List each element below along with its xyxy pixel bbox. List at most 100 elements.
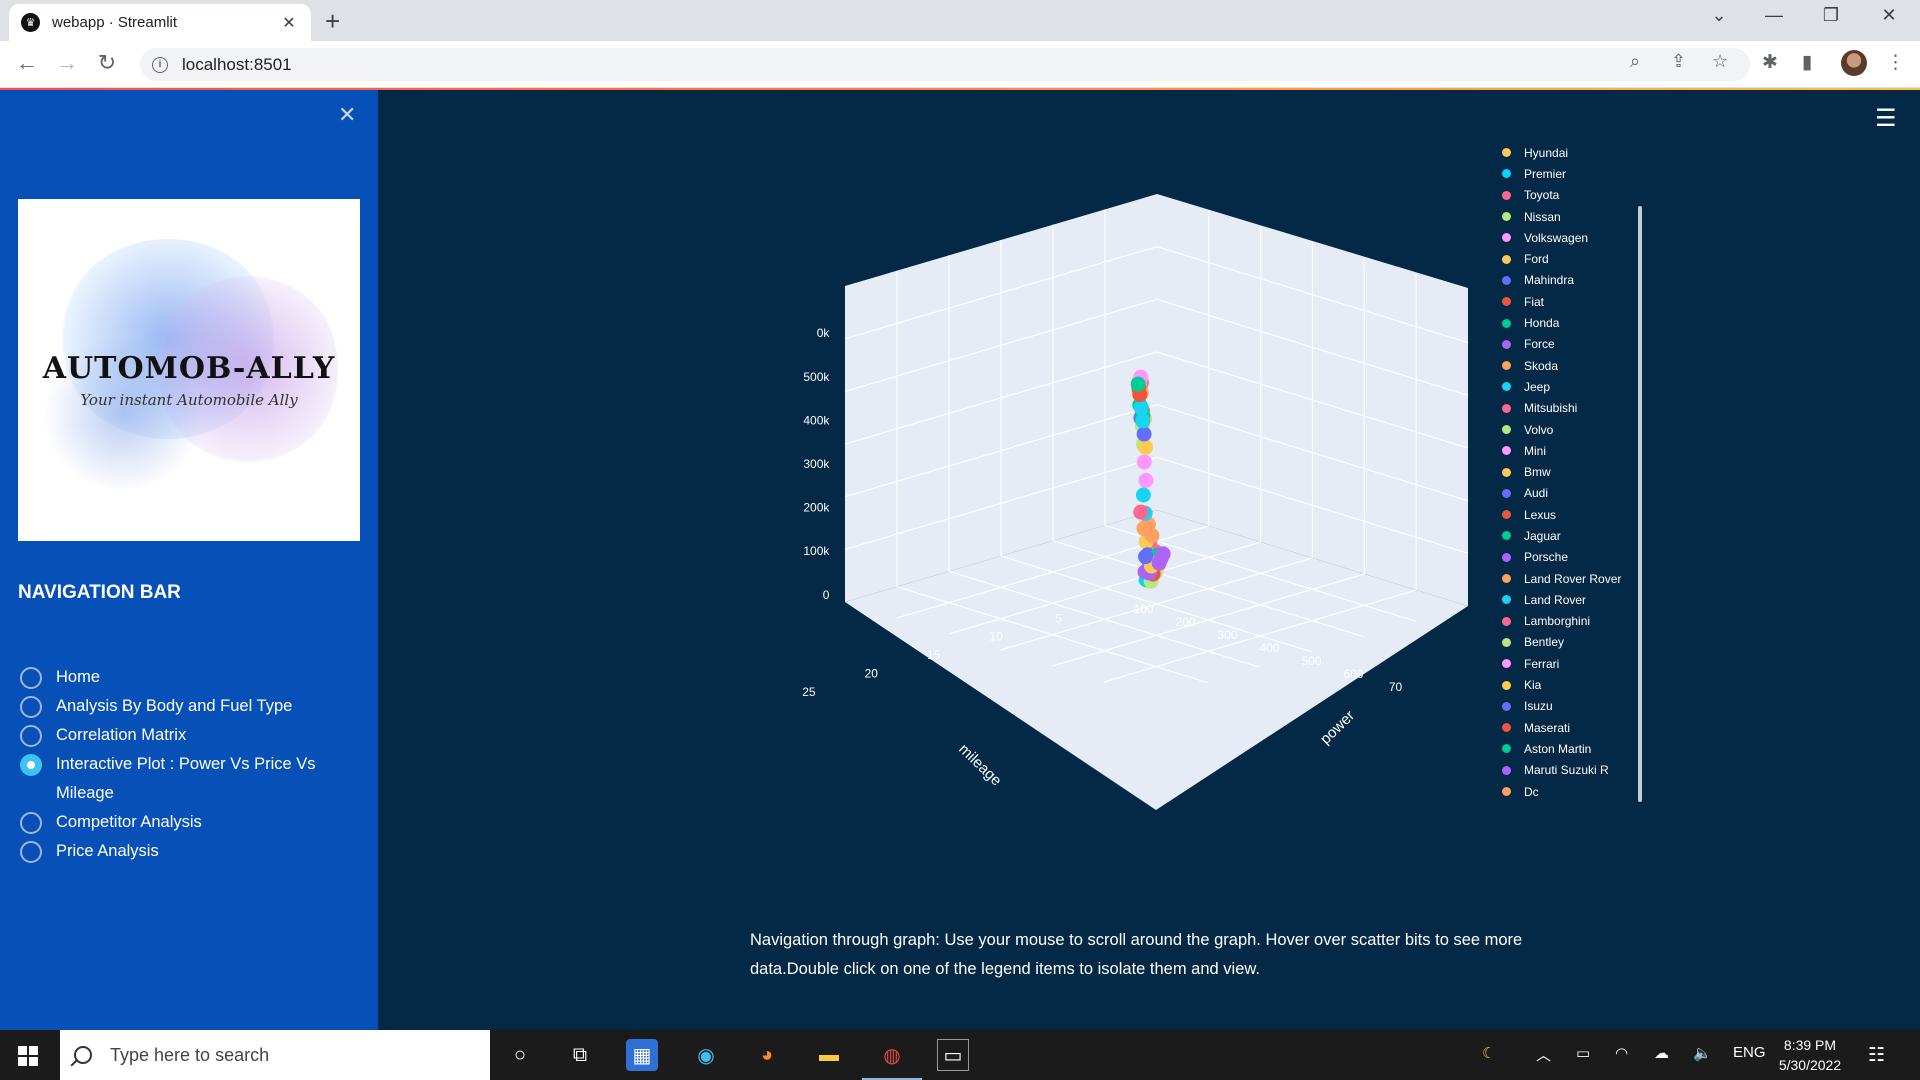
radio-button[interactable] (20, 696, 42, 718)
address-bar[interactable]: i localhost:8501 (140, 48, 1750, 81)
legend-item[interactable]: Maserati (1502, 717, 1652, 738)
scatter-point[interactable] (1135, 487, 1151, 503)
legend-item[interactable]: Nissan (1502, 206, 1652, 227)
plot-legend[interactable]: Hyundai Premier Toyota Nissan Volkswagen Ford… (1502, 142, 1652, 802)
scatter-point[interactable] (1138, 472, 1154, 488)
nav-item-correlation-matrix[interactable]: Correlation Matrix (20, 721, 340, 750)
back-button[interactable]: ← (16, 50, 38, 75)
nav-item-price-analysis[interactable]: Price Analysis (20, 837, 340, 866)
legend-item[interactable]: Land Rover (1502, 589, 1652, 610)
browser-tab[interactable]: ♛ webapp · Streamlit ✕ (9, 4, 311, 41)
legend-item[interactable]: Bmw (1502, 461, 1652, 482)
legend-item[interactable]: Ferrari (1502, 653, 1652, 674)
legend-item[interactable]: Volkswagen (1502, 227, 1652, 248)
legend-item[interactable]: Maruti Suzuki R (1502, 760, 1652, 781)
radio-button-selected[interactable] (20, 754, 42, 776)
legend-item[interactable]: Skoda (1502, 355, 1652, 376)
legend-item[interactable]: Lexus (1502, 504, 1652, 525)
scatter-point[interactable] (1155, 546, 1171, 562)
url-text[interactable]: localhost:8501 (182, 54, 292, 74)
bookmark-star-icon[interactable]: ☆ (1712, 51, 1729, 71)
legend-item[interactable]: Force (1502, 334, 1652, 355)
legend-item[interactable]: Mahindra (1502, 270, 1652, 291)
legend-item[interactable]: Volvo (1502, 419, 1652, 440)
legend-item[interactable]: Hyundai (1502, 142, 1652, 163)
tab-search-chevron-icon[interactable]: ⌄ (1711, 5, 1727, 25)
weather-moon-icon[interactable]: ☾ (1482, 1045, 1496, 1062)
scatter-point[interactable] (1136, 426, 1152, 442)
volume-icon[interactable]: 🔈 (1693, 1045, 1712, 1062)
taskbar-clock[interactable]: 8:39 PM 5/30/2022 (1770, 1035, 1850, 1075)
scatter-point[interactable] (1136, 520, 1152, 536)
legend-item[interactable]: Aston Martin (1502, 738, 1652, 759)
legend-item[interactable]: Jeep (1502, 376, 1652, 397)
radio-button[interactable] (20, 725, 42, 747)
legend-item[interactable]: Premier (1502, 163, 1652, 184)
sidebar-close-icon[interactable]: ✕ (338, 102, 357, 127)
legend-item[interactable]: Lamborghini (1502, 611, 1652, 632)
scatter-point[interactable] (1133, 504, 1149, 520)
tab-close-icon[interactable]: ✕ (282, 14, 296, 32)
scatter-point[interactable] (1138, 439, 1154, 455)
taskbar-search-box[interactable]: Type here to search (60, 1030, 490, 1080)
radio-button[interactable] (20, 841, 42, 863)
scatter-point[interactable] (1135, 413, 1151, 429)
minimize-button[interactable]: — (1765, 5, 1783, 25)
side-panel-icon[interactable]: ▮ (1802, 52, 1813, 73)
legend-item[interactable]: Isuzu (1502, 696, 1652, 717)
legend-item[interactable]: Mitsubishi (1502, 398, 1652, 419)
nav-item-home[interactable]: Home (20, 663, 340, 692)
profile-avatar[interactable] (1841, 50, 1867, 76)
microsoft-store-icon[interactable]: ▦ (626, 1039, 658, 1071)
file-explorer-icon[interactable]: ▬ (819, 1043, 839, 1066)
scatter-point[interactable] (1130, 376, 1146, 392)
share-icon[interactable]: ⇪ (1671, 51, 1687, 71)
scatter-point[interactable] (1138, 549, 1154, 565)
site-info-icon[interactable]: i (152, 56, 168, 73)
cortana-icon[interactable]: ○ (513, 1043, 527, 1066)
browser-menu-icon[interactable]: ⋮ (1886, 52, 1905, 73)
legend-item[interactable]: Fiat (1502, 291, 1652, 312)
legend-item[interactable]: Toyota (1502, 185, 1652, 206)
reload-button[interactable]: ↻ (97, 50, 117, 75)
legend-item[interactable]: Ford (1502, 248, 1652, 269)
firefox-icon[interactable]: ◕ (760, 1043, 774, 1066)
forward-button[interactable]: → (56, 50, 78, 75)
terminal-icon[interactable]: ▭ (937, 1039, 969, 1071)
legend-item[interactable]: Kia (1502, 674, 1652, 695)
scatter-point[interactable] (1136, 454, 1152, 470)
restore-button[interactable]: ❐ (1822, 5, 1840, 25)
windows-start-icon[interactable] (18, 1046, 38, 1066)
hamburger-menu-icon[interactable]: ☰ (1875, 105, 1897, 132)
onedrive-cloud-icon[interactable]: ☁ (1654, 1045, 1669, 1062)
notifications-icon[interactable]: ☷ (1868, 1045, 1886, 1066)
legend-item[interactable]: Honda (1502, 312, 1652, 333)
chrome-icon[interactable]: ◍ (883, 1044, 901, 1067)
radio-button[interactable] (20, 667, 42, 689)
nav-item-analysis-body-fuel[interactable]: Analysis By Body and Fuel Type (20, 692, 340, 721)
new-tab-button[interactable]: + (325, 6, 341, 36)
extensions-icon[interactable]: ✱ (1762, 52, 1778, 73)
zoom-icon[interactable]: ⌕ (1630, 51, 1641, 71)
legend-scrollbar[interactable] (1638, 206, 1642, 802)
radio-button[interactable] (20, 812, 42, 834)
legend-item[interactable]: Dc (1502, 781, 1652, 802)
language-indicator[interactable]: ENG (1733, 1044, 1766, 1061)
legend-item[interactable]: Porsche (1502, 547, 1652, 568)
legend-item[interactable]: Audi (1502, 483, 1652, 504)
window-close-button[interactable]: ✕ (1881, 5, 1897, 25)
nav-item-competitor-analysis[interactable]: Competitor Analysis (20, 808, 340, 837)
wifi-icon[interactable]: ◠ (1615, 1045, 1629, 1062)
legend-item[interactable]: Land Rover Rover (1502, 568, 1652, 589)
scatter-3d-plot[interactable]: 510152025100200300400500600700100k200k30… (378, 90, 1920, 810)
nav-item-interactive-plot[interactable]: Interactive Plot : Power Vs Price Vs Mil… (20, 750, 340, 808)
legend-item[interactable]: Bentley (1502, 632, 1652, 653)
task-view-icon[interactable]: ⧉ (572, 1043, 588, 1066)
scatter-points[interactable] (1130, 369, 1171, 589)
scatter-point[interactable] (1133, 400, 1149, 416)
tray-chevron-icon[interactable]: ︿ (1536, 1047, 1552, 1064)
edge-icon[interactable]: ◉ (697, 1044, 715, 1067)
legend-item[interactable]: Jaguar (1502, 525, 1652, 546)
legend-item[interactable]: Mini (1502, 440, 1652, 461)
battery-icon[interactable]: ▭ (1576, 1045, 1591, 1062)
